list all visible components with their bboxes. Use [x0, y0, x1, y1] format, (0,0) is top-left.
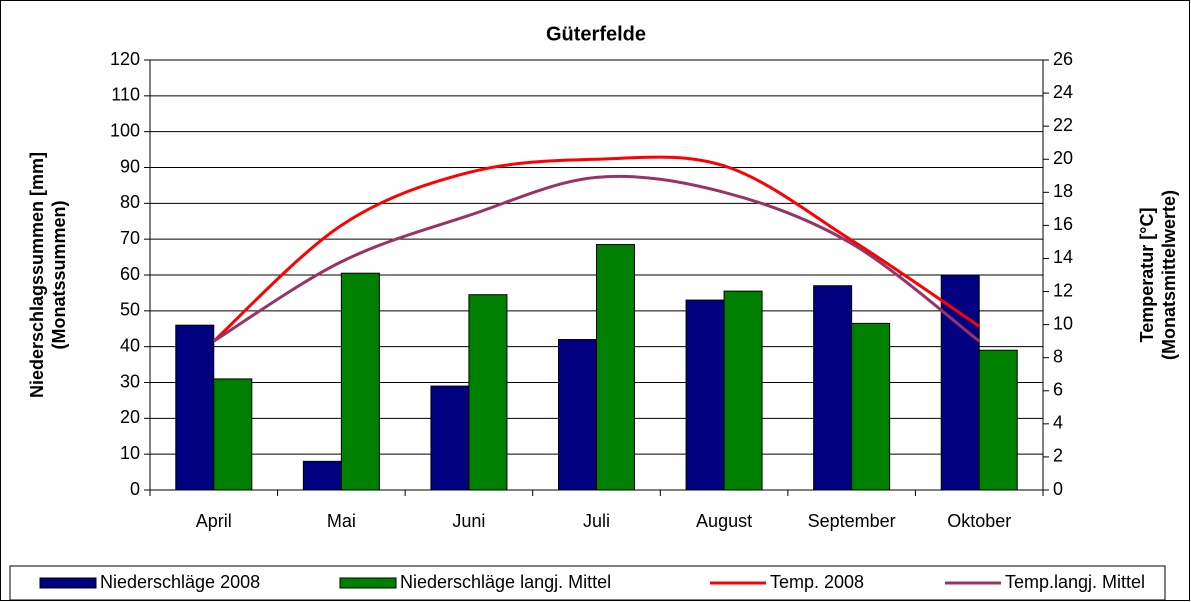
y-tick-label: 10 — [120, 443, 140, 463]
line — [212, 174, 981, 343]
bar — [430, 385, 470, 491]
y-tick-label: 40 — [120, 335, 140, 355]
bar — [978, 349, 1018, 491]
bar — [175, 324, 215, 491]
y2-tick-label: 8 — [1053, 346, 1063, 366]
x-tick-label: August — [696, 511, 752, 531]
bar — [940, 274, 980, 491]
legend-label: Niederschläge langj. Mittel — [400, 572, 611, 592]
bar — [558, 339, 597, 491]
y2-tick-label: 20 — [1053, 148, 1073, 168]
y-tick-label: 0 — [130, 479, 140, 499]
bar — [302, 460, 342, 491]
y2-tick-label: 10 — [1053, 313, 1073, 333]
x-tick-label: September — [808, 511, 896, 531]
x-tick-label: April — [196, 511, 232, 531]
legend-label: Temp. 2008 — [770, 572, 864, 592]
y-tick-label: 80 — [120, 192, 140, 212]
line — [212, 155, 981, 343]
y-tick-label: 20 — [120, 407, 140, 427]
x-tick-label: Juni — [452, 511, 485, 531]
bar — [685, 299, 725, 491]
y-tick-label: 30 — [120, 371, 140, 391]
y2-tick-label: 22 — [1053, 115, 1073, 135]
y2-tick-label: 12 — [1053, 280, 1073, 300]
bar — [340, 272, 380, 491]
bar — [468, 294, 508, 491]
bar — [596, 244, 635, 491]
y2-tick-label: 0 — [1053, 479, 1063, 499]
y-tick-label: 70 — [120, 228, 140, 248]
x-tick-label: Oktober — [947, 511, 1011, 531]
bar — [851, 322, 891, 491]
legend-label: Temp.langj. Mittel — [1005, 572, 1145, 592]
y-tick-label: 90 — [120, 156, 140, 176]
legend-swatch — [339, 577, 397, 589]
y2-tick-label: 18 — [1053, 181, 1073, 201]
y2-tick-label: 2 — [1053, 446, 1063, 466]
legend-swatch — [39, 577, 97, 589]
y2-axis-title: (Monatsmittelwerte) — [1159, 190, 1179, 360]
y-axis-title: Niederschlagssummen [mm] — [27, 152, 47, 398]
y2-tick-label: 4 — [1053, 413, 1063, 433]
y2-tick-label: 6 — [1053, 380, 1063, 400]
y-tick-label: 120 — [110, 49, 140, 69]
x-tick-label: Mai — [327, 511, 356, 531]
y-tick-label: 100 — [110, 120, 140, 140]
legend-label: Niederschläge 2008 — [100, 572, 260, 592]
y2-tick-label: 16 — [1053, 214, 1073, 234]
y2-axis-title: Temperatur [°C] — [1137, 208, 1157, 343]
y-tick-label: 110 — [111, 85, 140, 105]
y2-tick-label: 24 — [1053, 82, 1073, 102]
chart-title: Güterfelde — [546, 23, 646, 45]
y-tick-label: 50 — [120, 300, 140, 320]
y2-tick-label: 14 — [1053, 247, 1073, 267]
bar — [813, 285, 853, 491]
x-tick-label: Juli — [583, 511, 610, 531]
y-axis-title: (Monatssummen) — [49, 200, 69, 349]
y-tick-label: 60 — [120, 264, 140, 284]
bar — [213, 378, 253, 491]
bar — [723, 290, 763, 491]
y2-tick-label: 26 — [1053, 49, 1073, 69]
